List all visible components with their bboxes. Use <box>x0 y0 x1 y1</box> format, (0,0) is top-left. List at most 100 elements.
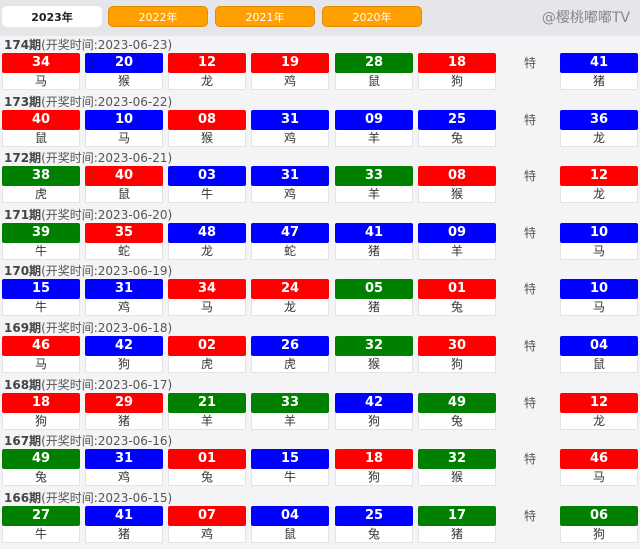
special-label: 特 <box>523 395 536 410</box>
ball-number: 48 <box>168 222 246 243</box>
ball-zodiac: 龙 <box>251 299 329 317</box>
number-ball: 18 狗 <box>2 392 80 430</box>
number-ball: 31 鸡 <box>251 166 329 204</box>
number-ball: 12 龙 <box>560 392 638 430</box>
ball-number: 04 <box>560 336 638 356</box>
ball-number: 15 <box>2 279 80 300</box>
ball-zodiac: 龙 <box>560 412 638 430</box>
ball-number: 38 <box>2 166 80 187</box>
ball-number: 17 <box>418 505 496 526</box>
ball-zodiac: 猪 <box>335 242 413 260</box>
ball-number: 27 <box>2 505 80 526</box>
ball-zodiac: 龙 <box>168 73 246 90</box>
ball-zodiac: 蛇 <box>251 242 329 260</box>
number-ball: 48 龙 <box>168 222 246 260</box>
ball-number: 08 <box>168 109 246 130</box>
ball-number: 25 <box>335 505 413 526</box>
ball-number: 40 <box>2 109 80 130</box>
ball-zodiac: 羊 <box>335 186 413 204</box>
ball-number: 32 <box>418 449 496 470</box>
issue-number: 170期 <box>4 264 42 279</box>
draw-time: (开奖时间:2023-06-15) <box>41 490 173 505</box>
ball-zodiac: 龙 <box>560 186 638 204</box>
number-ball: 38 虎 <box>2 166 80 204</box>
special-label: 特 <box>523 452 536 467</box>
number-ball: 15 牛 <box>251 449 329 487</box>
draw-title: 166期(开奖时间:2023-06-15) <box>4 491 172 505</box>
ball-number: 06 <box>560 505 638 526</box>
ball-number: 07 <box>168 505 246 526</box>
ball-number: 28 <box>335 53 413 73</box>
number-ball: 25 兔 <box>335 505 413 543</box>
tab-year-2020[interactable]: 2020年 <box>322 6 422 27</box>
ball-zodiac: 马 <box>560 299 638 317</box>
ball-number: 31 <box>251 166 329 187</box>
ball-zodiac: 龙 <box>168 242 246 260</box>
issue-number: 172期 <box>4 151 42 166</box>
ball-zodiac: 马 <box>85 129 163 147</box>
number-ball: 34 马 <box>168 279 246 317</box>
ball-number: 12 <box>168 53 246 73</box>
number-ball: 42 狗 <box>85 336 163 373</box>
tab-year-2023[interactable]: 2023年 <box>2 6 102 27</box>
ball-zodiac: 鼠 <box>560 356 638 373</box>
number-ball: 49 兔 <box>2 449 80 487</box>
draw-row: 172期(开奖时间:2023-06-21) 38 虎 40 鼠 03 牛 31 鸡 33 羊 08 猴特… <box>0 150 640 206</box>
ball-zodiac: 羊 <box>168 412 246 430</box>
ball-number: 20 <box>85 53 163 73</box>
ball-number: 33 <box>335 166 413 187</box>
tab-year-2022[interactable]: 2022年 <box>108 6 208 27</box>
ball-number: 41 <box>335 222 413 243</box>
ball-number: 40 <box>85 166 163 187</box>
issue-number: 171期 <box>4 207 42 222</box>
number-ball: 12 龙 <box>560 166 638 204</box>
ball-number: 42 <box>335 392 413 413</box>
draw-time: (开奖时间:2023-06-16) <box>41 434 173 449</box>
number-ball: 18 狗 <box>335 449 413 487</box>
ball-number: 31 <box>251 109 329 130</box>
number-ball: 41 猪 <box>335 222 413 260</box>
ball-zodiac: 羊 <box>335 129 413 147</box>
ball-number: 10 <box>560 279 638 300</box>
ball-zodiac: 牛 <box>2 299 80 317</box>
number-ball: 46 马 <box>2 336 80 373</box>
number-ball: 10 马 <box>560 279 638 317</box>
ball-number: 09 <box>418 222 496 243</box>
ball-zodiac: 马 <box>168 299 246 317</box>
number-ball: 06 狗 <box>560 505 638 543</box>
ball-zodiac: 狗 <box>335 469 413 487</box>
draw-title: 169期(开奖时间:2023-06-18) <box>4 321 172 335</box>
ball-zodiac: 猪 <box>85 525 163 543</box>
ball-number: 36 <box>560 109 638 130</box>
ball-zodiac: 猴 <box>85 73 163 90</box>
ball-number: 41 <box>85 505 163 526</box>
number-ball: 01 兔 <box>418 279 496 317</box>
ball-number: 31 <box>85 449 163 470</box>
tab-year-2021[interactable]: 2021年 <box>215 6 315 27</box>
draw-time: (开奖时间:2023-06-23) <box>41 38 173 52</box>
draw-time: (开奖时间:2023-06-22) <box>41 94 173 109</box>
ball-number: 24 <box>251 279 329 300</box>
ball-number: 02 <box>168 336 246 356</box>
number-ball: 34 马 <box>2 53 80 90</box>
number-ball: 39 牛 <box>2 222 80 260</box>
ball-zodiac: 兔 <box>2 469 80 487</box>
ball-zodiac: 虎 <box>2 186 80 204</box>
number-ball: 10 马 <box>560 222 638 260</box>
draw-time: (开奖时间:2023-06-21) <box>41 151 173 166</box>
draw-title: 168期(开奖时间:2023-06-17) <box>4 378 172 392</box>
ball-number: 05 <box>335 279 413 300</box>
ball-zodiac: 羊 <box>251 412 329 430</box>
ball-number: 25 <box>418 109 496 130</box>
number-ball: 31 鸡 <box>85 279 163 317</box>
ball-number: 49 <box>2 449 80 470</box>
ball-number: 18 <box>2 392 80 413</box>
number-ball: 17 猪 <box>418 505 496 543</box>
draw-title: 173期(开奖时间:2023-06-22) <box>4 95 172 109</box>
ball-number: 34 <box>168 279 246 300</box>
draw-row: 167期(开奖时间:2023-06-16) 49 兔 31 鸡 01 兔 15 牛 18 狗 32 猴特… <box>0 433 640 489</box>
number-ball: 08 猴 <box>418 166 496 204</box>
draw-title: 174期(开奖时间:2023-06-23) <box>4 38 172 52</box>
issue-number: 168期 <box>4 377 42 392</box>
ball-zodiac: 马 <box>560 469 638 487</box>
